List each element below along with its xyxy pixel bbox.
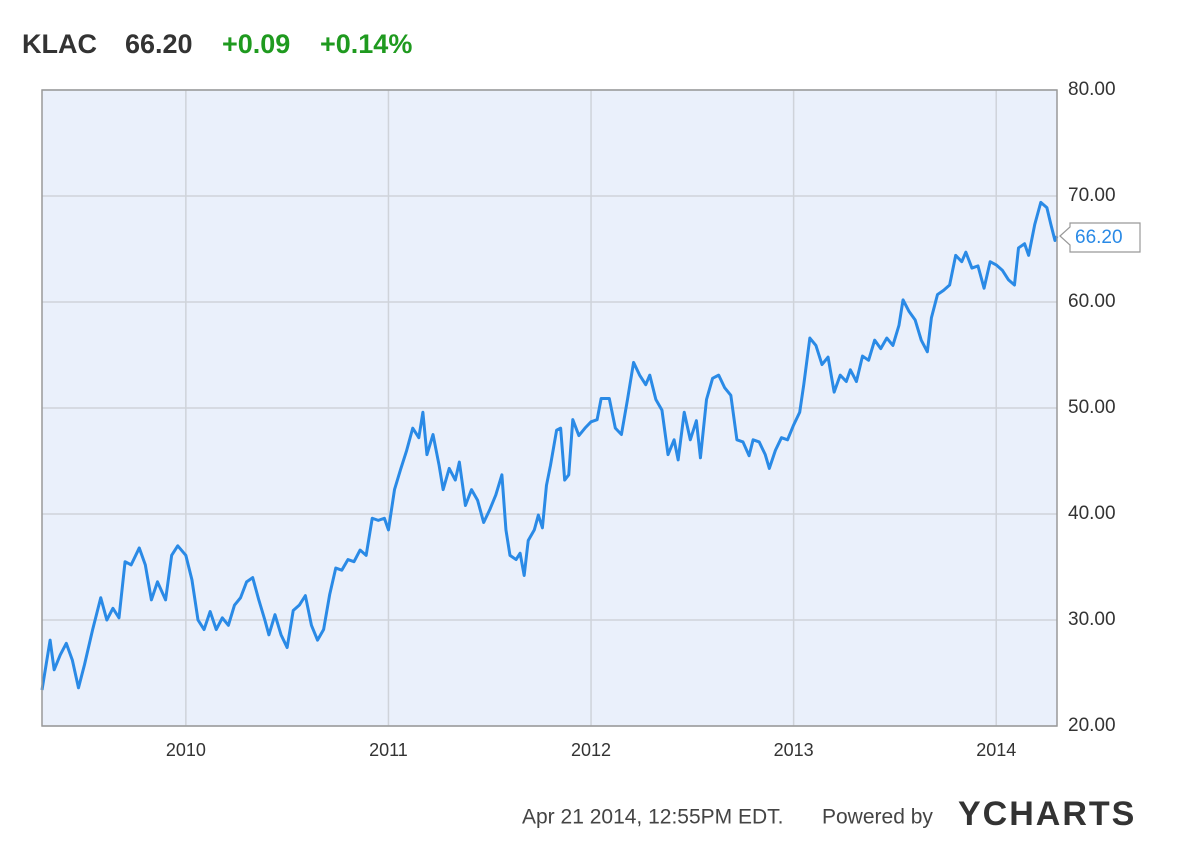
last-value-label: 66.20 <box>1075 227 1123 248</box>
y-tick-label: 50.00 <box>1068 397 1116 418</box>
price-line <box>40 200 1059 691</box>
callout-box <box>1059 222 1141 253</box>
timestamp: Apr 21 2014, 12:55PM EDT. <box>522 806 784 829</box>
x-tick-label: 2014 <box>976 740 1016 760</box>
brand-logo: YCHARTS <box>958 795 1136 833</box>
series-layer <box>40 200 1059 691</box>
ticker: KLAC <box>22 29 97 59</box>
x-tick-label: 2011 <box>369 740 408 760</box>
x-tick-label: 2012 <box>571 740 611 760</box>
y-tick-label: 40.00 <box>1068 503 1116 524</box>
grid <box>42 89 1057 727</box>
change: +0.09 <box>222 29 290 59</box>
plot-border <box>41 89 1058 727</box>
x-tick-label: 2010 <box>166 740 206 760</box>
y-tick-label: 80.00 <box>1068 79 1116 100</box>
x-tick-label: 2013 <box>774 740 814 760</box>
y-tick-label: 70.00 <box>1068 185 1116 206</box>
y-tick-label: 60.00 <box>1068 291 1116 312</box>
y-tick-label: 20.00 <box>1068 715 1116 736</box>
powered-by: Powered by <box>822 806 933 829</box>
price: 66.20 <box>125 29 193 59</box>
change-percent: +0.14% <box>320 29 412 59</box>
last-value-callout: 66.20 <box>1059 222 1141 253</box>
y-tick-label: 30.00 <box>1068 609 1116 630</box>
